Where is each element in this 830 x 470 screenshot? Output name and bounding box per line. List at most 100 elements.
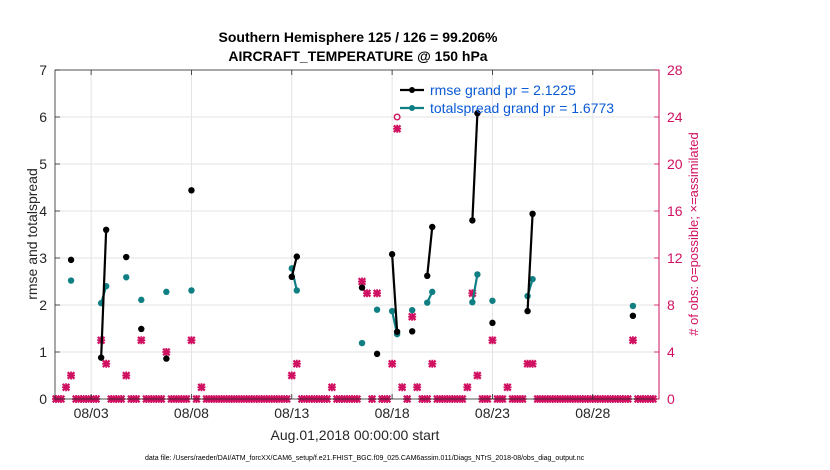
rmse-point — [188, 187, 195, 194]
x-axis-label: Aug.01,2018 00:00:00 start — [271, 427, 440, 443]
x-tick-label: 08/18 — [375, 405, 410, 421]
rmse-point — [489, 319, 496, 327]
rmse-point — [629, 312, 637, 320]
y-tick-label: 1 — [39, 344, 47, 360]
totalspread-point — [429, 288, 436, 296]
x-tick-label: 08/23 — [475, 405, 510, 421]
x-tick-label: 08/08 — [174, 405, 209, 421]
legend-rmse-marker — [409, 87, 415, 93]
rmse-point — [408, 328, 416, 335]
obs-assimilated-marker-plus — [102, 359, 111, 368]
y-axis-label: rmse and totalspread — [24, 168, 40, 300]
totalspread-point — [358, 339, 366, 347]
totalspread-point — [489, 297, 496, 304]
obs-assimilated-marker-plus — [327, 383, 336, 392]
rmse-point — [358, 284, 366, 291]
obs-assimilated-marker-plus — [363, 289, 372, 298]
totalspread-point — [388, 307, 396, 315]
obs-assimilated-marker-plus — [428, 359, 437, 368]
obs-assimilated-marker-plus — [292, 359, 301, 368]
rmse-point — [469, 217, 476, 224]
rmse-line-segment — [471, 113, 479, 221]
obs-assimilated-marker-plus — [473, 371, 482, 380]
obs-assimilated-marker-plus — [287, 371, 296, 380]
y2-tick-label: 4 — [667, 344, 675, 360]
y2-axis-label: # of obs: o=possible; ×=assimilated — [686, 132, 701, 335]
y2-tick-label: 12 — [667, 250, 683, 266]
rmse-line-segment — [100, 229, 108, 358]
totalspread-point — [123, 274, 130, 281]
y-tick-label: 2 — [39, 297, 47, 313]
totalspread-point — [408, 306, 416, 314]
footer-data-file: data file: /Users/raeder/DAI/ATM_forcXX/… — [145, 455, 585, 462]
legend: rmse grand pr = 2.1225 totalspread grand… — [400, 82, 614, 116]
rmse-line-segment — [526, 213, 534, 312]
obs-assimilated-marker-plus — [503, 383, 512, 392]
y-tick-label: 7 — [39, 62, 47, 78]
obs-assimilated-marker-plus — [398, 383, 407, 392]
rmse-point — [429, 223, 436, 231]
obs-assimilated-marker-plus — [137, 336, 146, 345]
x-tick-label: 08/03 — [74, 405, 109, 421]
y-tick-label: 4 — [39, 203, 47, 219]
obs-assimilated-marker-plus — [488, 336, 497, 345]
obs-assimilated-marker-plus — [67, 371, 76, 380]
totalspread-point — [163, 288, 170, 296]
rmse-point — [529, 210, 536, 218]
rmse-point — [67, 256, 75, 264]
chart-title: Southern Hemisphere 125 / 126 = 99.206% — [219, 29, 499, 45]
chart-subtitle: AIRCRAFT_TEMPERATURE @ 150 hPa — [228, 48, 487, 64]
rmse-line-segment — [391, 254, 399, 332]
totalspread-point — [474, 271, 481, 278]
obs-assimilated-marker-plus — [373, 289, 382, 298]
rmse-point — [474, 110, 481, 117]
y-tick-label: 5 — [39, 156, 47, 172]
totalspread-point — [293, 287, 301, 294]
rmse-point — [288, 273, 295, 280]
obs-assimilated-marker-plus — [187, 336, 196, 345]
obs-assimilated-marker-plus — [408, 312, 417, 321]
rmse-point — [123, 253, 130, 261]
axes: 08/03 08/08 08/13 08/18 08/23 08/280123456704… — [39, 62, 683, 421]
rmse-point — [424, 272, 431, 280]
y2-tick-label: 0 — [667, 391, 675, 407]
rmse-point — [373, 350, 381, 358]
totalspread-point — [373, 306, 381, 313]
rmse-point — [138, 325, 145, 333]
totalspread-point — [629, 302, 637, 310]
rmse-point — [163, 355, 170, 362]
obs-assimilated-marker-plus — [162, 348, 171, 356]
rmse-line-segment — [426, 226, 434, 276]
y2-tick-label: 20 — [667, 156, 683, 172]
obs-assimilated-marker-plus — [393, 124, 402, 133]
x-tick-label: 08/28 — [575, 405, 610, 421]
legend-spread-marker — [409, 105, 415, 111]
totalspread-point — [469, 298, 476, 306]
totalspread-point — [188, 287, 195, 294]
grid — [55, 70, 659, 399]
legend-rmse-label: rmse grand pr = 2.1225 — [430, 82, 576, 98]
x-tick-label: 08/13 — [274, 405, 309, 421]
obs-possible-marker — [393, 113, 401, 121]
y2-tick-label: 28 — [667, 62, 683, 78]
obs-assimilated-marker-plus — [413, 383, 422, 392]
obs-assimilated-marker-plus — [528, 359, 537, 368]
totalspread-line-segment — [471, 274, 479, 303]
obs-assimilated-marker-plus — [122, 371, 131, 380]
y2-tick-label: 8 — [667, 297, 675, 313]
y2-tick-label: 16 — [667, 203, 683, 219]
obs-assimilated-marker-plus — [358, 277, 367, 286]
obs-assimilated-marker-plus — [62, 383, 71, 392]
obs-assimilated-marker-plus — [463, 383, 472, 392]
y-tick-label: 3 — [39, 250, 47, 266]
legend-spread-label: totalspread grand pr = 1.6773 — [430, 100, 614, 116]
rmse-point — [102, 226, 110, 233]
plot-area — [55, 70, 659, 399]
rmse-point — [293, 253, 301, 260]
totalspread-point — [424, 299, 431, 306]
rmse-line-segment — [290, 256, 298, 278]
totalspread-point — [138, 296, 145, 304]
rmse-point — [393, 328, 401, 335]
rmse-point — [97, 354, 105, 361]
